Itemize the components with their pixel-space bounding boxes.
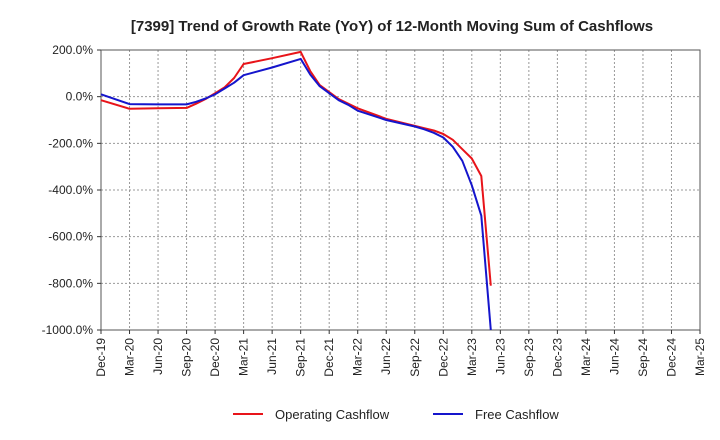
legend: Operating Cashflow Free Cashflow <box>233 407 559 422</box>
series-lines <box>100 50 492 331</box>
x-tick-label: Mar-24 <box>579 338 593 376</box>
x-tick-label: Mar-21 <box>237 338 251 376</box>
x-tick-label: Jun-24 <box>607 338 621 375</box>
x-tick-label: Dec-21 <box>322 338 336 377</box>
y-tick-label: -200.0% <box>48 136 93 150</box>
y-tick-label: -800.0% <box>48 276 93 290</box>
x-tick-label: Sep-20 <box>180 338 194 377</box>
x-tick-label: Jun-21 <box>265 338 279 375</box>
x-tick-label: Jun-20 <box>151 338 165 375</box>
x-tick-label: Mar-23 <box>465 338 479 376</box>
y-axis: 200.0% 0.0% -200.0% -400.0% -600.0% -800.0% -1… <box>42 43 101 337</box>
x-tick-label: Sep-22 <box>408 338 422 377</box>
legend-label-operating-cashflow: Operating Cashflow <box>275 407 390 422</box>
y-tick-label: -1000.0% <box>42 323 94 337</box>
x-tick-label: Dec-22 <box>436 338 450 377</box>
x-tick-label: Sep-21 <box>294 338 308 377</box>
x-tick-label: Dec-20 <box>208 338 222 377</box>
x-tick-label: Jun-22 <box>379 338 393 375</box>
chart-title: [7399] Trend of Growth Rate (YoY) of 12-… <box>131 18 653 35</box>
x-tick-label: Mar-20 <box>123 338 137 376</box>
plot-area <box>101 50 700 330</box>
y-tick-label: -600.0% <box>48 230 93 244</box>
y-tick-label: -400.0% <box>48 183 93 197</box>
x-tick-label: Mar-22 <box>351 338 365 376</box>
x-tick-label: Mar-25 <box>693 338 707 376</box>
legend-label-free-cashflow: Free Cashflow <box>475 407 559 422</box>
x-tick-label: Dec-23 <box>550 338 564 377</box>
x-tick-label: Jun-23 <box>493 338 507 375</box>
y-tick-label: 200.0% <box>52 43 93 57</box>
plot-background <box>101 50 700 330</box>
x-tick-label: Dec-24 <box>664 338 678 377</box>
gridlines <box>100 49 701 331</box>
free-cashflow-line <box>100 57 492 331</box>
x-tick-label: Sep-24 <box>636 338 650 377</box>
y-tick-label: 0.0% <box>66 90 94 104</box>
x-tick-label: Dec-19 <box>94 338 108 377</box>
x-axis: Dec-19 Mar-20 Jun-20 Sep-20 Dec-20 Mar-21 Jun-… <box>94 330 707 377</box>
x-tick-label: Sep-23 <box>522 338 536 377</box>
